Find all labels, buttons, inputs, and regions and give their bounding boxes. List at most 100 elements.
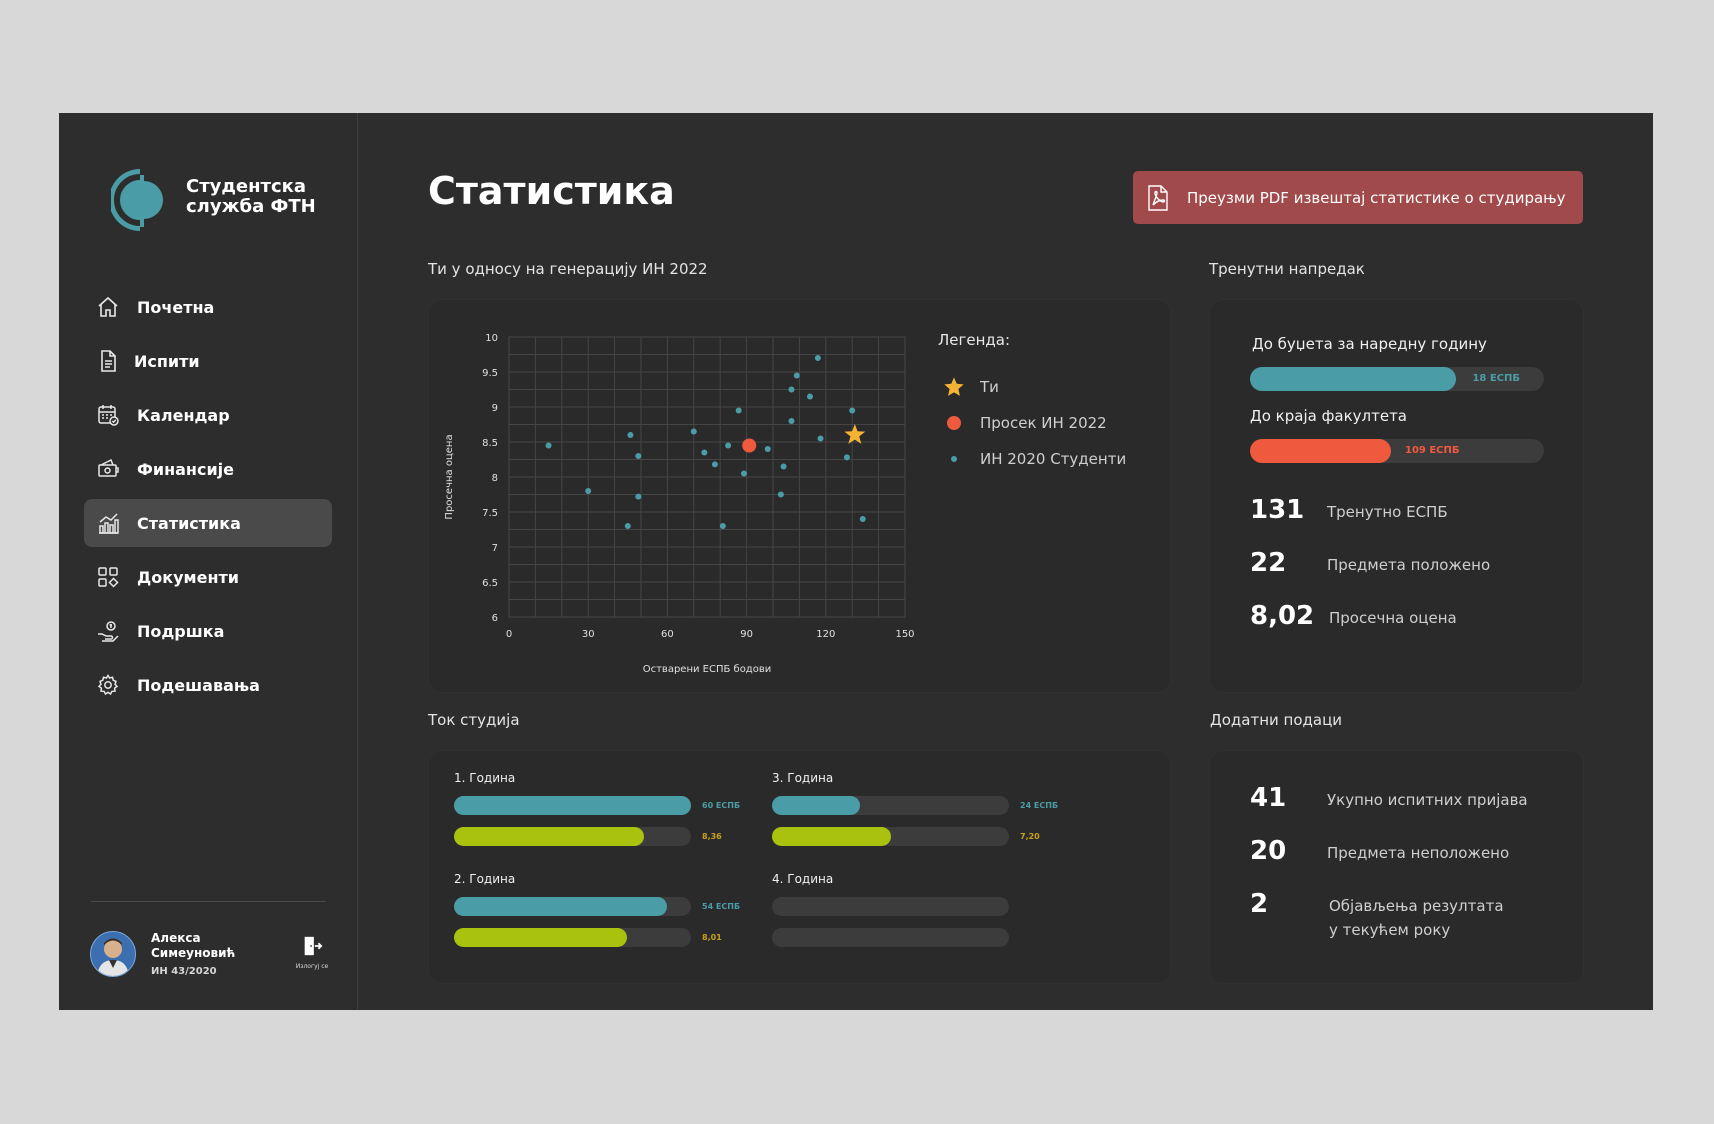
y-tick-label: 7	[492, 543, 498, 554]
x-tick-label: 150	[895, 629, 914, 640]
document-icon	[96, 349, 120, 373]
stat-label: Предмета положено	[1327, 556, 1491, 574]
sidebar-item-statistics[interactable]: Статистика	[84, 499, 332, 547]
year1-espb-fill	[454, 796, 691, 815]
year4-grade-bar	[772, 928, 1009, 947]
ftn-logo	[111, 169, 163, 231]
sidebar-item-finance[interactable]: Финансије	[84, 445, 332, 493]
sidebar-item-calendar[interactable]: Календар	[84, 391, 332, 439]
logout-label: Излогуј се	[295, 963, 329, 970]
x-tick-label: 90	[740, 629, 753, 640]
sidebar-item-label: Календар	[137, 406, 230, 425]
small-dot-marker	[938, 454, 970, 464]
scatter-card: 0 30 60 90 120 150 6 6.5 7 7.5 8 8.5 9 9.5 10 Остварени…	[428, 299, 1171, 693]
y-tick-label: 8.5	[482, 438, 498, 449]
year2-espb-value: 54 ЕСПБ	[702, 902, 741, 911]
legend-label: Ти	[980, 378, 999, 396]
extra-section-title: Додатни подаци	[1210, 711, 1343, 729]
page-title: Статистика	[428, 169, 675, 213]
student-point	[777, 491, 784, 498]
sidebar-item-label: Подешавања	[137, 676, 260, 695]
student-point	[849, 407, 856, 414]
stat-label: Укупно испитних пријава	[1327, 791, 1528, 809]
star-icon	[938, 376, 970, 398]
student-point	[740, 470, 747, 477]
student-point	[711, 461, 718, 468]
progress-section-title: Тренутни напредак	[1209, 260, 1365, 278]
student-point	[788, 386, 795, 393]
year1-grade-fill	[454, 827, 644, 846]
flow-section-title: Ток студија	[428, 711, 520, 729]
sidebar-item-label: Статистика	[137, 514, 241, 533]
year3-espb-value: 24 ЕСПБ	[1020, 801, 1059, 810]
sidebar-nav: Почетна Испити Календар Финансије	[84, 283, 332, 715]
sidebar-divider	[91, 901, 326, 902]
download-pdf-button[interactable]: Преузми PDF извештај статистике о студир…	[1133, 171, 1583, 224]
sidebar-item-label: Почетна	[137, 298, 215, 317]
sidebar-item-support[interactable]: Подршка	[84, 607, 332, 655]
logout-icon	[304, 936, 323, 956]
x-tick-label: 60	[661, 629, 674, 640]
year1-espb-value: 60 ЕСПБ	[702, 801, 741, 810]
study-flow-card: 1. Година 60 ЕСПБ 8,36 2. Година 54 ЕСПБ…	[428, 750, 1171, 984]
stat-label: Тренутно ЕСПБ	[1327, 503, 1448, 521]
gear-icon	[96, 673, 120, 697]
year3-grade-fill	[772, 827, 891, 846]
student-point	[627, 432, 634, 438]
scatter-section-title: Ти у односу на генерацију ИН 2022	[428, 260, 708, 278]
legend-item-average: Просек ИН 2022	[938, 405, 1126, 441]
year3-grade-bar	[772, 827, 1009, 846]
budget-value: 18 ЕСПБ	[1472, 373, 1520, 384]
chart-legend: Легенда: Ти Просек ИН 2022 ИН 2020 Студе…	[938, 331, 1126, 477]
sidebar-item-home[interactable]: Почетна	[84, 283, 332, 331]
logout-button[interactable]: Излогуј се	[294, 935, 330, 970]
year3-espb-fill	[772, 796, 860, 815]
sidebar-item-documents[interactable]: Документи	[84, 553, 332, 601]
money-icon	[96, 457, 120, 481]
sidebar-item-label: Документи	[137, 568, 239, 587]
stat-label-line-2: у текућем року	[1329, 921, 1451, 939]
progress-card: До буџета за наредну годину 18 ЕСПБ До к…	[1209, 299, 1584, 693]
year3-espb-bar	[772, 796, 1009, 815]
stat-label: Просечна оцена	[1329, 609, 1457, 627]
sidebar-item-label: Финансије	[137, 460, 235, 479]
y-tick-label: 9.5	[482, 368, 498, 379]
year1-grade-value: 8,36	[702, 832, 722, 841]
student-point	[814, 355, 821, 361]
home-icon	[96, 295, 120, 319]
download-pdf-label: Преузми PDF извештај статистике о студир…	[1187, 188, 1566, 207]
year2-espb-bar	[454, 897, 691, 916]
year2-grade-bar	[454, 928, 691, 947]
stat-value: 41	[1250, 783, 1287, 813]
brand-line-1: Студентска	[186, 176, 307, 197]
legend-title: Легенда:	[938, 331, 1011, 349]
year-title: 1. Година	[454, 771, 516, 785]
y-tick-label: 6.5	[482, 578, 498, 589]
legend-label: Просек ИН 2022	[980, 414, 1107, 432]
student-point	[701, 449, 708, 456]
chart-icon	[96, 511, 120, 535]
stat-value: 22	[1250, 548, 1287, 578]
stat-value: 20	[1250, 836, 1287, 866]
student-point	[719, 523, 726, 529]
student-point	[690, 428, 697, 435]
scatter-chart: 0 30 60 90 120 150 6 6.5 7 7.5 8 8.5 9 9.5 10 Остварени…	[444, 333, 915, 675]
user-id: ИН 43/2020	[151, 966, 217, 977]
end-label: До краја факултета	[1250, 407, 1408, 425]
student-point	[624, 523, 631, 529]
year2-espb-fill	[454, 897, 668, 916]
sidebar: Студентска служба ФТН Почетна Испити	[59, 113, 358, 1010]
sidebar-item-exams[interactable]: Испити	[84, 337, 332, 385]
y-tick-label: 6	[492, 613, 498, 624]
student-point	[545, 442, 552, 449]
student-point	[635, 453, 642, 459]
year-title: 3. Година	[772, 771, 834, 785]
x-tick-label: 0	[506, 629, 512, 640]
student-point	[806, 393, 813, 400]
stat-value: 131	[1250, 495, 1305, 525]
end-progress-bar: 109 ЕСПБ	[1250, 439, 1544, 463]
you-point-star	[844, 424, 866, 444]
stat-value: 2	[1250, 889, 1269, 919]
sidebar-item-settings[interactable]: Подешавања	[84, 661, 332, 709]
sidebar-item-label: Испити	[134, 352, 200, 371]
